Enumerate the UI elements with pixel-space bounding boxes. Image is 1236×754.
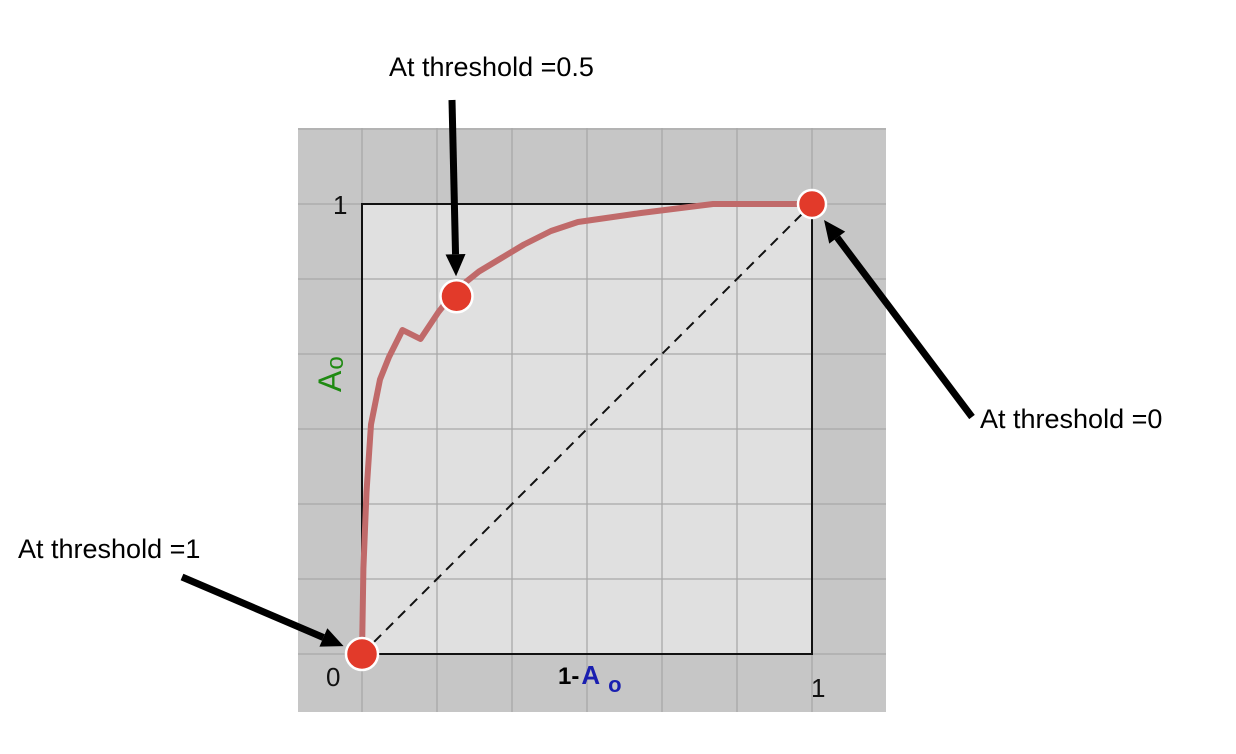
annotation-arrow-head — [319, 628, 344, 647]
y-axis-label-symbol: A — [312, 370, 348, 392]
annotation-arrow-shaft — [180, 573, 325, 641]
annotation-threshold-0: At threshold =0 — [980, 404, 1163, 434]
annotation-arrow-shaft — [834, 235, 975, 420]
threshold-point — [796, 188, 828, 220]
roc-curve-line — [359, 201, 815, 657]
y-tick-label-1: 1 — [333, 190, 348, 220]
x-axis-label-symbol: A — [581, 660, 601, 690]
plot-frame — [361, 203, 813, 655]
x-tick-label-1: 1 — [811, 673, 826, 703]
threshold-point — [439, 279, 474, 314]
x-axis-label-prefix: 1- — [558, 663, 580, 690]
x-axis-label-subscript: o — [608, 672, 622, 697]
annotation-threshold-0-5: At threshold =0.5 — [389, 52, 594, 82]
threshold-point — [344, 636, 380, 672]
annotation-arrow-head — [824, 219, 846, 244]
annotation-arrow-head — [445, 254, 466, 277]
annotation-threshold-1: At threshold =1 — [18, 534, 201, 564]
annotation-arrow-shaft — [448, 99, 460, 255]
y-axis-label: Ao — [312, 356, 349, 392]
x-axis-label: 1-A o — [558, 660, 622, 697]
chance-diagonal-line — [361, 203, 813, 655]
x-tick-label-0: 0 — [326, 662, 341, 692]
y-axis-label-subscript: o — [322, 356, 349, 370]
